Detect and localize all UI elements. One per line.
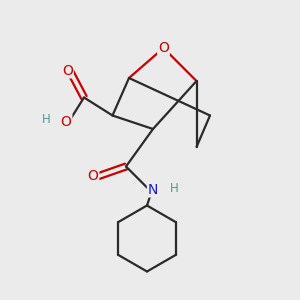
Text: H: H	[42, 112, 51, 126]
Text: O: O	[158, 41, 169, 55]
Text: O: O	[61, 115, 71, 128]
Text: N: N	[148, 183, 158, 196]
Text: O: O	[88, 169, 98, 182]
Text: O: O	[62, 64, 73, 77]
Text: H: H	[169, 182, 178, 196]
